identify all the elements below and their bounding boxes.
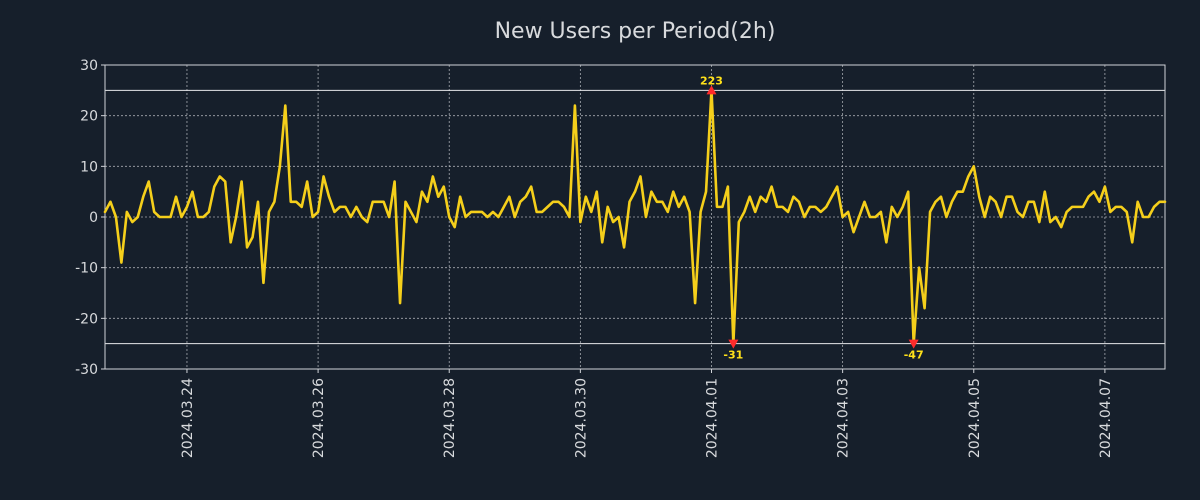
x-tick-label: 2024.04.03 [836,378,852,458]
overflow-up-marker [706,85,717,95]
y-tick-label: -10 [75,261,98,277]
series-layer [103,89,1167,345]
x-tick-label: 2024.04.07 [1098,378,1114,458]
y-tick-label: 10 [80,159,98,175]
x-tick-label: 2024.03.26 [311,378,327,458]
y-tick-label: -20 [75,311,98,327]
overflow-label: -31 [723,349,743,362]
y-axis: -30 -20 -10 0 10 20 30 [75,58,105,378]
grid [105,65,1165,369]
clip-lines [105,89,1165,345]
x-tick-label: 2024.04.05 [967,378,983,458]
annotations: 223 -31 -47 [700,74,924,361]
overflow-down-marker [728,339,739,349]
x-tick-label: 2024.04.01 [704,378,720,458]
x-tick-label: 2024.03.28 [442,378,458,458]
y-tick-label: 30 [80,58,98,74]
y-tick-label: 0 [89,210,98,226]
x-tick-label: 2024.03.24 [180,378,196,458]
y-tick-label: -30 [75,362,98,378]
y-tick-label: 20 [80,109,98,125]
x-axis: 2024.03.24 2024.03.26 2024.03.28 2024.03.30… [180,369,1114,458]
overflow-label: -47 [904,349,924,362]
x-tick-label: 2024.03.30 [573,378,589,458]
overflow-down-marker [908,339,919,349]
series-line [103,89,1167,345]
chart-title: New Users per Period(2h) [495,19,776,44]
overflow-label: 223 [700,74,723,87]
